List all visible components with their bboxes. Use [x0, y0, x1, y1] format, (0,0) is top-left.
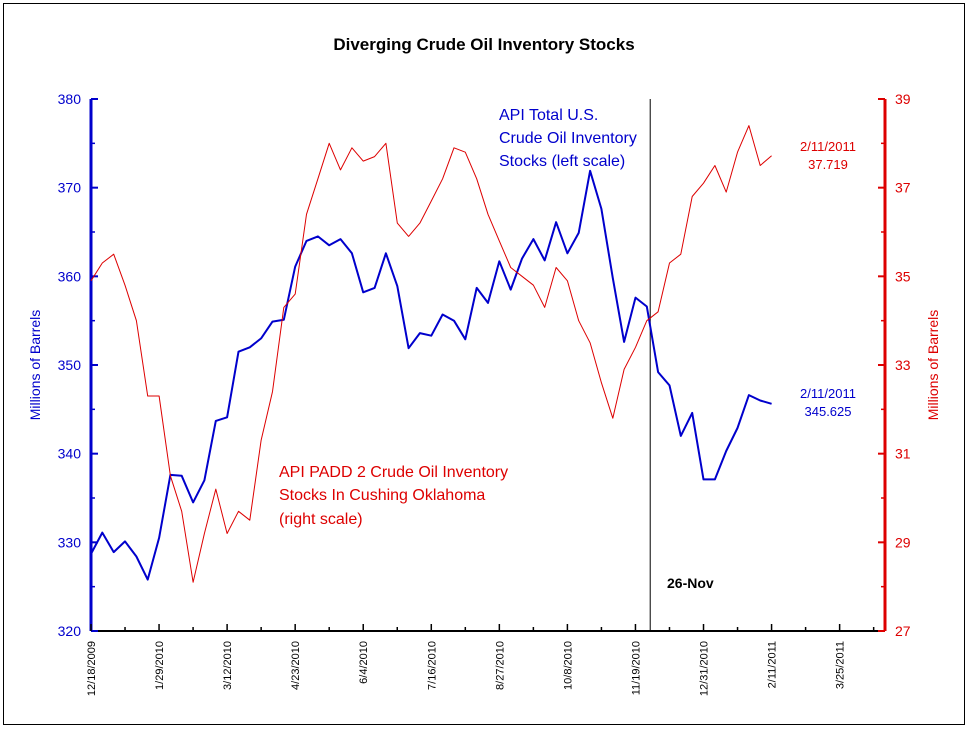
left-axis-label: Millions of Barrels: [27, 310, 43, 420]
chart-title: Diverging Crude Oil Inventory Stocks: [333, 35, 634, 54]
right-tick-label: 35: [895, 268, 911, 284]
x-tick-label: 11/19/2010: [630, 641, 642, 695]
blue-end-date-label: 2/11/2011: [800, 386, 856, 401]
red-series-label-line1: API PADD 2 Crude Oil Inventory: [279, 464, 508, 481]
us-total-inventory-line: [90, 169, 772, 581]
x-tick-label: 3/12/2010: [222, 641, 234, 690]
right-tick-label: 39: [895, 91, 911, 107]
blue-series-label-line3: Stocks (left scale): [499, 153, 625, 170]
blue-end-value-label: 345.625: [805, 404, 852, 419]
right-tick-label: 27: [895, 623, 911, 639]
axes-layer: 320 330 340 350 360 370 380 27 29 31 33 35 37 39 12/18…: [58, 91, 911, 696]
left-tick-label: 360: [58, 268, 82, 284]
red-series-label-line2: Stocks In Cushing Oklahoma: [279, 487, 485, 504]
left-tick-label: 370: [58, 180, 82, 196]
x-tick-label: 8/27/2010: [494, 641, 506, 690]
outer-frame: [3, 3, 965, 725]
x-tick-label: 10/8/2010: [562, 641, 574, 690]
red-series-label-line3: (right scale): [279, 511, 363, 528]
x-tick-label: 4/23/2010: [290, 641, 302, 690]
annotation-layer: Millions of Barrels Millions of Barrels …: [27, 107, 941, 591]
right-axis-label: Millions of Barrels: [925, 310, 941, 420]
left-tick-label: 350: [58, 357, 82, 373]
left-tick-label: 340: [58, 446, 82, 462]
x-tick-label: 2/11/2011: [767, 641, 779, 688]
x-tick-label: 1/29/2010: [154, 641, 166, 690]
x-tick-label: 12/18/2009: [86, 641, 98, 696]
left-tick-label: 330: [58, 534, 82, 550]
right-tick-label: 37: [895, 180, 911, 196]
x-tick-label: 12/31/2010: [699, 641, 711, 696]
left-tick-label: 380: [58, 91, 82, 107]
x-tick-label: 6/4/2010: [358, 641, 370, 684]
red-end-date-label: 2/11/2011: [800, 139, 856, 154]
blue-series-label-line1: API Total U.S.: [499, 107, 598, 124]
x-tick-label: 7/16/2010: [426, 641, 438, 690]
x-tick-label: 3/25/2011: [835, 641, 847, 689]
right-tick-label: 33: [895, 357, 911, 373]
left-tick-label: 320: [58, 623, 82, 639]
series-layer: [90, 125, 772, 583]
right-tick-label: 29: [895, 534, 911, 550]
vline-label: 26-Nov: [667, 575, 714, 591]
cushing-inventory-line: [90, 125, 772, 583]
red-end-value-label: 37.719: [808, 157, 848, 172]
right-tick-label: 31: [895, 446, 911, 462]
blue-series-label-line2: Crude Oil Inventory: [499, 130, 637, 147]
